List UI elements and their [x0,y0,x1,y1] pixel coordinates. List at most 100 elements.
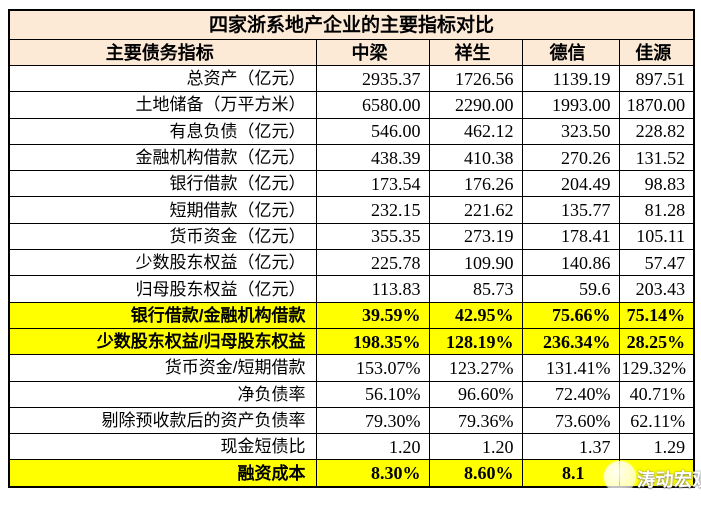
cell-value: 153.07% [315,354,430,382]
cell-value: 178.41 [521,222,620,251]
row-label: 净负债率 [8,380,317,408]
column-header: 主要债务指标 [8,39,317,66]
cell-value: 42.95% [428,301,523,329]
cell-value: 75.14% [618,301,695,329]
cell-value: 462.12 [428,117,523,145]
indicators-table: 四家浙系地产企业的主要指标对比 主要债务指标 中梁 祥生 德信 佳源 总资产（亿元） 29… [8,9,696,488]
table-row: 净负债率 56.10% 96.60% 72.40% 40.71% [8,380,695,408]
cell-value: 228.82 [618,117,695,145]
table-row: 货币资金（亿元） 355.35 273.19 178.41 105.11 [8,222,695,251]
table-row: 土地储备（万平方米） 6580.00 2290.00 1993.00 1870.00 [8,91,695,119]
table-row: 少数股东权益（亿元） 225.78 109.90 140.86 57.47 [8,249,695,277]
cell-value: 131.41% [521,354,620,382]
cell-value: 131.52 [618,143,695,172]
cell-value: 96.60% [428,380,523,408]
cell-value: 57.47 [618,249,695,277]
cell-value: 8.1 [521,459,620,488]
cell-value: 105.11 [618,222,695,251]
table-row: 银行借款（亿元） 173.54 176.26 204.49 98.83 [8,170,695,198]
cell-value: 40.71% [618,380,695,408]
row-label: 融资成本 [8,459,317,488]
row-label: 剔除预收款后的资产负债率 [8,406,317,435]
cell-value: 410.38 [428,143,523,172]
cell-value: 1.20 [428,433,523,461]
cell-value: 85.73 [428,275,523,303]
cell-value: 8.60% [428,459,523,488]
cell-value: 1139.19 [521,64,620,93]
row-label: 总资产（亿元） [8,64,317,93]
table-row: 有息负债（亿元） 546.00 462.12 323.50 228.82 [8,117,695,145]
cell-value: 129.32% [618,354,695,382]
column-header: 中梁 [315,39,430,66]
cell-value: 39.59% [315,301,430,329]
cell-value: 203.43 [618,275,695,303]
row-label: 金融机构借款（亿元） [8,143,317,172]
table-body: 总资产（亿元） 2935.37 1726.56 1139.19 897.51 土地储备（万… [8,64,695,488]
cell-value: 1.37 [521,433,620,461]
row-label: 货币资金（亿元） [8,222,317,251]
cell-value: 221.62 [428,196,523,224]
row-label: 现金短债比 [8,433,317,461]
cell-value: 355.35 [315,222,430,251]
table-row: 剔除预收款后的资产负债率 79.30% 79.36% 73.60% 62.11% [8,406,695,435]
cell-value: 8.30% [315,459,430,488]
cell-value: 2935.37 [315,64,430,93]
table-title: 四家浙系地产企业的主要指标对比 [8,9,695,40]
table-row: 金融机构借款（亿元） 438.39 410.38 270.26 131.52 [8,143,695,172]
cell-value: 6580.00 [315,91,430,119]
cell-value: 323.50 [521,117,620,145]
cell-value: 75.66% [521,301,620,329]
table-row: 融资成本 8.30% 8.60% 8.1 [8,459,695,488]
table-row: 归母股东权益（亿元） 113.83 85.73 59.6 203.43 [8,275,695,303]
cell-value: 59.6 [521,275,620,303]
cell-value: 113.83 [315,275,430,303]
cell-value: 72.40% [521,380,620,408]
cell-value: 1870.00 [618,91,695,119]
cell-value: 225.78 [315,249,430,277]
cell-value: 128.19% [428,327,523,356]
cell-value: 198.35% [315,327,430,356]
cell-value: 897.51 [618,64,695,93]
cell-value: 546.00 [315,117,430,145]
cell-value: 1.29 [618,433,695,461]
cell-value: 1.20 [315,433,430,461]
row-label: 土地储备（万平方米） [8,91,317,119]
row-label: 归母股东权益（亿元） [8,275,317,303]
cell-value: 28.25% [618,327,695,356]
table-row: 现金短债比 1.20 1.20 1.37 1.29 [8,433,695,461]
cell-value: 1993.00 [521,91,620,119]
column-header: 祥生 [428,39,523,66]
cell-value: 56.10% [315,380,430,408]
cell-value: 79.30% [315,406,430,435]
cell-value: 236.34% [521,327,620,356]
row-label: 有息负债（亿元） [8,117,317,145]
table-row: 短期借款（亿元） 232.15 221.62 135.77 81.28 [8,196,695,224]
cell-value: 123.27% [428,354,523,382]
cell-value: 2290.00 [428,91,523,119]
cell-value: 109.90 [428,249,523,277]
cell-value: 79.36% [428,406,523,435]
row-label: 银行借款/金融机构借款 [8,301,317,329]
cell-value: 73.60% [521,406,620,435]
cell-value: 140.86 [521,249,620,277]
cell-value: 98.83 [618,170,695,198]
header-row: 主要债务指标 中梁 祥生 德信 佳源 [8,39,695,66]
cell-value: 176.26 [428,170,523,198]
row-label: 少数股东权益/归母股东权益 [8,327,317,356]
row-label: 少数股东权益（亿元） [8,249,317,277]
cell-value: 270.26 [521,143,620,172]
cell-value: 232.15 [315,196,430,224]
row-label: 短期借款（亿元） [8,196,317,224]
table-row: 总资产（亿元） 2935.37 1726.56 1139.19 897.51 [8,64,695,93]
cell-value: 62.11% [618,406,695,435]
cell-value: 173.54 [315,170,430,198]
row-label: 银行借款（亿元） [8,170,317,198]
cell-value: 81.28 [618,196,695,224]
table-row: 少数股东权益/归母股东权益 198.35% 128.19% 236.34% 28.25% [8,327,695,356]
cell-value: 135.77 [521,196,620,224]
row-label: 货币资金/短期借款 [8,354,317,382]
table-row: 银行借款/金融机构借款 39.59% 42.95% 75.66% 75.14% [8,301,695,329]
cell-value: 273.19 [428,222,523,251]
column-header: 德信 [521,39,620,66]
